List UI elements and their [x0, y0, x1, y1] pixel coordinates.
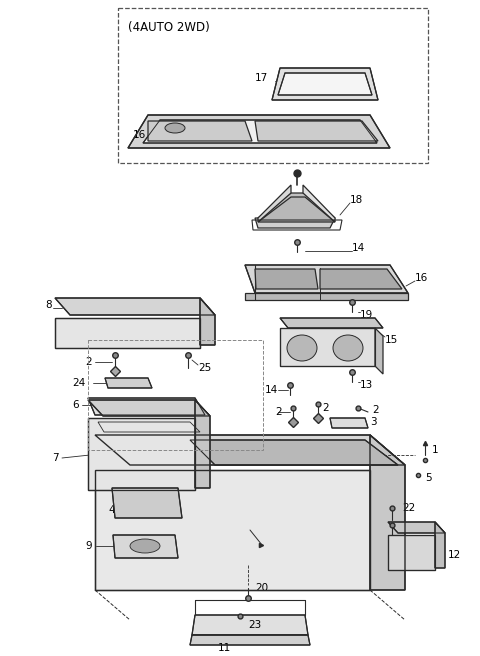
Ellipse shape	[130, 539, 160, 553]
Text: 23: 23	[248, 620, 261, 630]
Polygon shape	[258, 197, 335, 222]
Text: 1: 1	[432, 445, 439, 455]
Polygon shape	[200, 298, 215, 345]
Polygon shape	[303, 185, 335, 222]
Text: 14: 14	[265, 385, 278, 395]
Polygon shape	[192, 615, 308, 635]
Text: 5: 5	[425, 473, 432, 483]
Polygon shape	[245, 293, 408, 300]
Polygon shape	[190, 440, 398, 465]
Text: 13: 13	[360, 380, 373, 390]
Polygon shape	[105, 378, 152, 388]
Polygon shape	[190, 635, 310, 645]
Text: 3: 3	[370, 417, 377, 427]
Polygon shape	[112, 488, 182, 518]
Polygon shape	[255, 121, 378, 141]
Text: (4AUTO 2WD): (4AUTO 2WD)	[128, 22, 210, 35]
Polygon shape	[195, 400, 210, 488]
Polygon shape	[280, 328, 375, 366]
Polygon shape	[280, 318, 383, 328]
Polygon shape	[375, 328, 383, 374]
Polygon shape	[128, 115, 390, 148]
Text: 18: 18	[350, 195, 363, 205]
Polygon shape	[272, 68, 378, 100]
Text: 22: 22	[402, 503, 415, 513]
Polygon shape	[320, 269, 402, 289]
Text: 16: 16	[415, 273, 428, 283]
Polygon shape	[88, 400, 210, 416]
Text: 9: 9	[85, 541, 92, 551]
Text: 15: 15	[385, 335, 398, 345]
Ellipse shape	[287, 335, 317, 361]
Polygon shape	[55, 318, 200, 348]
Text: 21: 21	[402, 523, 415, 533]
Text: 2: 2	[322, 403, 329, 413]
Text: 2: 2	[372, 405, 379, 415]
Text: 6: 6	[72, 400, 79, 410]
Polygon shape	[435, 522, 445, 568]
Ellipse shape	[333, 335, 363, 361]
Polygon shape	[330, 418, 368, 428]
Polygon shape	[95, 470, 370, 590]
Text: 14: 14	[352, 243, 365, 253]
Polygon shape	[148, 121, 252, 141]
Polygon shape	[258, 193, 335, 218]
Text: 11: 11	[218, 643, 231, 653]
Polygon shape	[255, 269, 318, 289]
Text: 24: 24	[72, 378, 85, 388]
Polygon shape	[55, 298, 215, 315]
Text: 17: 17	[255, 73, 268, 83]
Polygon shape	[388, 535, 435, 570]
Polygon shape	[255, 218, 335, 228]
Ellipse shape	[165, 123, 185, 133]
Text: 4: 4	[108, 505, 115, 515]
Polygon shape	[245, 265, 408, 293]
Text: 12: 12	[448, 550, 461, 560]
Text: 16: 16	[133, 130, 146, 140]
Polygon shape	[258, 185, 291, 222]
Text: 2: 2	[85, 357, 92, 367]
Polygon shape	[388, 522, 445, 533]
FancyBboxPatch shape	[118, 8, 428, 163]
Polygon shape	[95, 435, 405, 465]
Polygon shape	[370, 435, 405, 590]
Polygon shape	[88, 398, 205, 415]
Text: 8: 8	[45, 300, 52, 310]
Polygon shape	[88, 418, 195, 490]
Text: 20: 20	[255, 583, 268, 593]
Text: 25: 25	[198, 363, 211, 373]
Text: 19: 19	[360, 310, 373, 320]
Polygon shape	[113, 535, 178, 558]
Text: 2: 2	[275, 407, 282, 417]
Polygon shape	[278, 73, 372, 95]
Polygon shape	[143, 120, 377, 143]
Text: 7: 7	[52, 453, 59, 463]
